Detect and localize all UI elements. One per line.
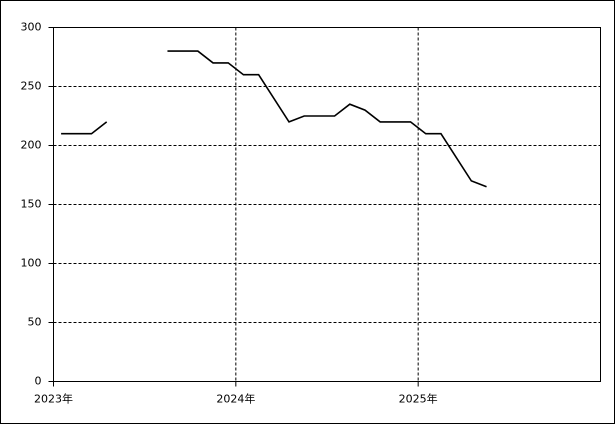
y-tick-label: 250 [21, 80, 42, 93]
y-tick-label: 200 [21, 139, 42, 152]
y-tick-label: 50 [28, 316, 42, 329]
y-tick-label: 0 [35, 375, 42, 388]
y-tick-label: 300 [21, 21, 42, 34]
x-tick-label: 2024年 [216, 392, 255, 406]
data-line [61, 50, 487, 188]
x-tick-label: 2025年 [399, 392, 438, 406]
x-tick-label: 2023年 [34, 392, 73, 406]
y-tick-label: 150 [21, 198, 42, 211]
y-tick-label: 100 [21, 257, 42, 270]
